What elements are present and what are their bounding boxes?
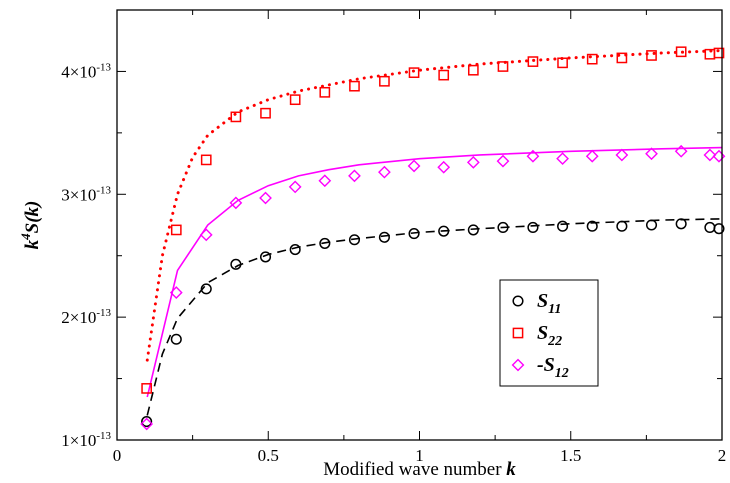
- data-point-square: [467, 64, 479, 76]
- data-point-square: [438, 69, 450, 81]
- data-point-diamond: [674, 144, 688, 158]
- y-tick-label: 3×10-13: [61, 184, 111, 204]
- data-point-circle: [645, 219, 658, 231]
- data-point-diamond: [703, 148, 717, 162]
- data-point-diamond: [199, 228, 213, 242]
- fit-curve-solid: [146, 146, 723, 398]
- data-point-circle: [289, 244, 301, 256]
- data-point-diamond: [229, 196, 243, 210]
- data-point-circle: [230, 258, 242, 270]
- legend-label: -S12: [537, 354, 569, 381]
- data-point-square: [616, 52, 628, 64]
- data-point-square: [408, 67, 420, 79]
- data-point-circle: [141, 416, 153, 428]
- data-point-diamond: [526, 149, 540, 163]
- data-point-circle: [467, 224, 479, 236]
- data-point-diamond: [407, 159, 421, 173]
- y-tick-label: 2×10-13: [61, 307, 111, 327]
- x-tick-label: 1: [415, 446, 424, 465]
- x-tick-label: 2: [718, 446, 727, 465]
- legend: S11 S22 -S12: [499, 279, 599, 387]
- data-point-circle: [170, 333, 182, 345]
- data-point-circle: [616, 220, 628, 232]
- data-point-diamond: [318, 174, 332, 188]
- legend-marker-square: [512, 327, 524, 339]
- data-point-square: [141, 383, 152, 394]
- data-point-circle: [378, 231, 390, 243]
- data-point-circle: [438, 225, 450, 237]
- data-point-diamond: [585, 149, 599, 163]
- fit-curve-dotted: [145, 49, 724, 362]
- fit-curves: [145, 49, 724, 416]
- x-tick-label: 0.5: [258, 446, 279, 465]
- data-point-circle: [527, 221, 539, 234]
- fit-curve-dashed: [146, 218, 723, 416]
- legend-marker-circle: [512, 295, 524, 307]
- x-axis-title: Modified wave number k: [323, 459, 516, 480]
- data-point-square: [646, 50, 657, 61]
- data-point-square: [379, 75, 390, 87]
- y-axis-title: k4S(k): [18, 201, 43, 250]
- y-tick-label: 4×10-13: [61, 61, 111, 81]
- y-tick-label: 1×10-13: [61, 430, 111, 450]
- data-point-square: [200, 154, 212, 166]
- plot-frame: [116, 9, 723, 441]
- data-point-square: [260, 107, 271, 119]
- data-point-square: [557, 57, 568, 69]
- data-point-diamond: [645, 147, 658, 161]
- data-point-square: [586, 53, 598, 65]
- x-tick-label: 1.5: [560, 446, 581, 465]
- data-point-square: [713, 47, 725, 59]
- data-point-diamond: [348, 169, 361, 183]
- data-point-diamond: [288, 180, 302, 194]
- data-point-circle: [675, 218, 687, 230]
- data-point-diamond: [712, 149, 726, 163]
- legend-marker-diamond: [511, 358, 525, 372]
- data-point-diamond: [466, 155, 480, 169]
- data-point-diamond: [378, 165, 391, 179]
- data-point-diamond: [496, 154, 510, 168]
- data-point-circle: [497, 221, 509, 234]
- data-point-square: [675, 46, 687, 58]
- data-point-diamond: [556, 152, 569, 166]
- legend-label: S11: [537, 290, 561, 317]
- data-point-circle: [348, 234, 361, 246]
- data-point-square: [527, 56, 539, 67]
- data-point-circle: [713, 223, 725, 235]
- data-point-circle: [319, 237, 331, 249]
- data-point-diamond: [615, 148, 629, 162]
- tick-labels: 0 0.5 1 1.5 2 1×10-13 2×10-13 3×10-13 4×10-13: [61, 61, 726, 465]
- data-point-circle: [586, 220, 598, 232]
- data-point-diamond: [169, 286, 183, 299]
- data-point-square: [349, 80, 360, 92]
- data-point-circle: [557, 220, 569, 232]
- x-tick-label: 0: [113, 446, 122, 465]
- legend-label: S22: [537, 322, 562, 349]
- data-point-circle: [259, 251, 272, 263]
- data-point-square: [230, 111, 242, 123]
- data-point-circle: [704, 221, 716, 234]
- data-point-square: [289, 94, 301, 106]
- data-point-square: [319, 86, 331, 98]
- data-point-square: [170, 224, 182, 236]
- data-point-square: [497, 61, 509, 72]
- data-point-diamond: [259, 191, 272, 205]
- data-point-diamond: [437, 160, 451, 174]
- data-point-diamond: [140, 417, 154, 431]
- data-points: [140, 46, 726, 431]
- data-point-circle: [200, 283, 212, 295]
- data-point-circle: [408, 228, 420, 240]
